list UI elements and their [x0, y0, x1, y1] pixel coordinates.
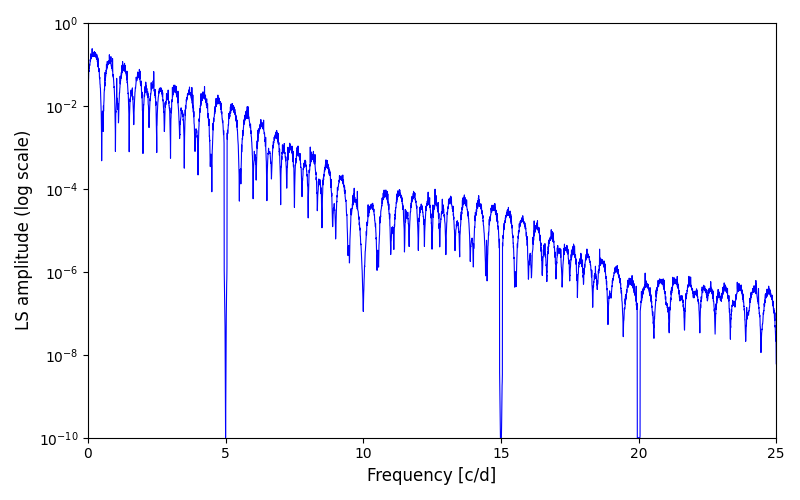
- X-axis label: Frequency [c/d]: Frequency [c/d]: [367, 467, 497, 485]
- Y-axis label: LS amplitude (log scale): LS amplitude (log scale): [15, 130, 33, 330]
